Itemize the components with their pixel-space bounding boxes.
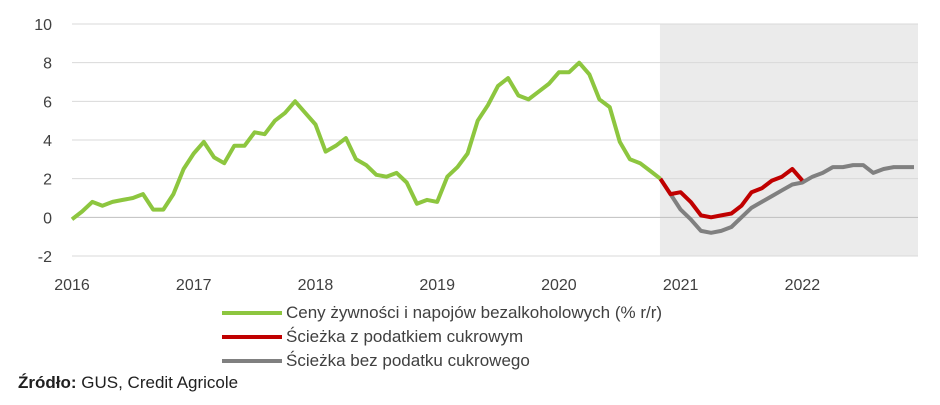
source-text: GUS, Credit Agricole	[76, 373, 239, 392]
y-tick-label: -2	[38, 249, 52, 266]
source-note: Źródło: GUS, Credit Agricole	[18, 373, 238, 393]
source-label: Źródło:	[18, 373, 77, 392]
x-tick-label: 2017	[176, 277, 212, 294]
legend-swatch-red	[222, 335, 282, 339]
y-tick-label: 4	[43, 133, 52, 150]
legend-swatch-green	[222, 311, 282, 315]
legend-item-with-sugar-tax: Ścieżka z podatkiem cukrowym	[222, 325, 662, 349]
y-tick-label: 2	[43, 172, 52, 189]
legend-label: Ceny żywności i napojów bezalkoholowych …	[286, 303, 663, 322]
legend-swatch-gray	[222, 359, 282, 363]
y-tick-label: 0	[43, 210, 52, 227]
legend: Ceny żywności i napojów bezalkoholowych …	[222, 301, 662, 373]
series-line-0	[70, 60, 662, 221]
x-tick-label: 2019	[419, 277, 455, 294]
legend-item-food-prices: Ceny żywności i napojów bezalkoholowych …	[222, 301, 662, 325]
x-tick-label: 2016	[54, 277, 90, 294]
legend-label: Ścieżka z podatkiem cukrowym	[286, 327, 524, 346]
series-line-2	[658, 163, 914, 235]
series-line-1	[658, 167, 804, 220]
y-tick-label: 8	[43, 56, 52, 73]
y-tick-label: 6	[43, 94, 52, 111]
legend-label: Ścieżka bez podatku cukrowego	[286, 351, 530, 370]
x-tick-label: 2018	[298, 277, 334, 294]
line-chart: -2 0 2 4 6 8 10 2016 2017 2018 2019 2020 2021 2022	[34, 17, 918, 294]
legend-item-without-sugar-tax: Ścieżka bez podatku cukrowego	[222, 349, 662, 373]
x-tick-label: 2022	[785, 277, 821, 294]
x-tick-label: 2021	[663, 277, 699, 294]
y-tick-label: 10	[34, 17, 52, 34]
x-tick-label: 2020	[541, 277, 577, 294]
